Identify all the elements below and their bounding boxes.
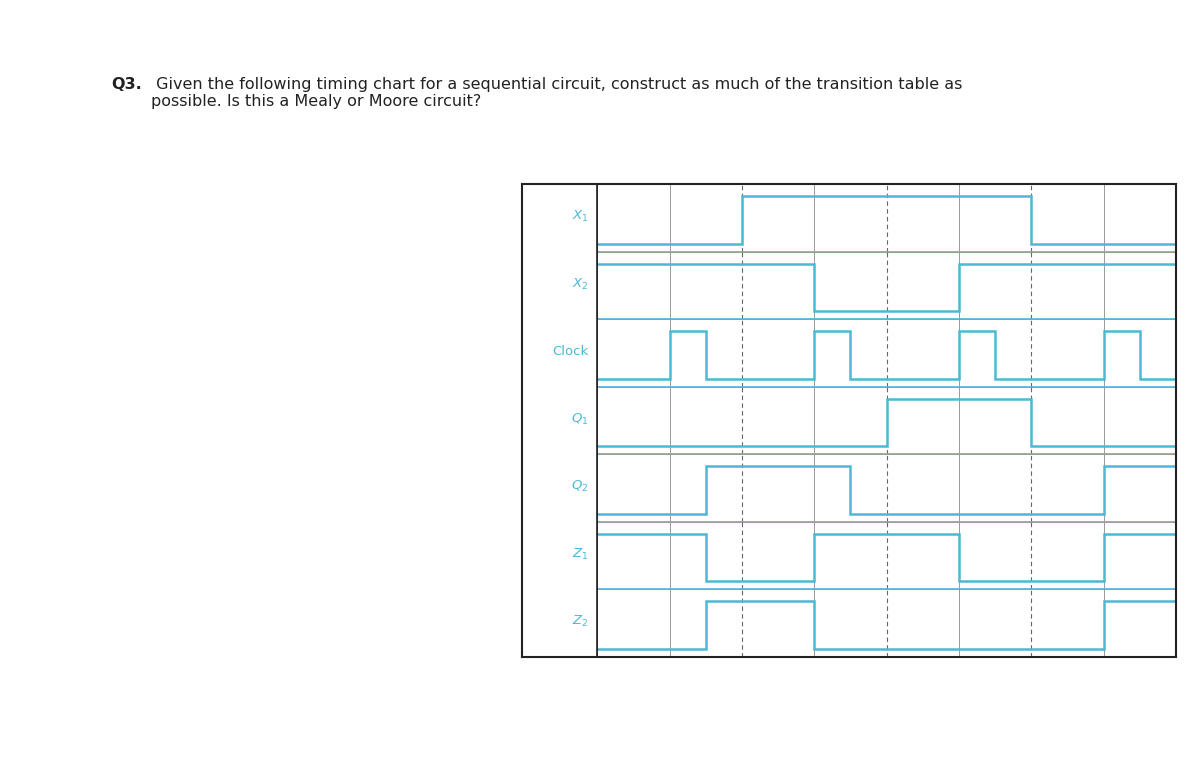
Text: $Q_2$: $Q_2$ (571, 479, 588, 494)
Text: $Z_1$: $Z_1$ (572, 547, 588, 561)
Text: $X_2$: $X_2$ (571, 276, 588, 292)
Text: Q3.: Q3. (112, 77, 143, 92)
Text: $X_1$: $X_1$ (571, 209, 588, 224)
Text: $Z_2$: $Z_2$ (572, 614, 588, 629)
Text: Clock: Clock (552, 345, 588, 358)
Text: $Q_1$: $Q_1$ (571, 412, 588, 427)
Text: Given the following timing chart for a sequential circuit, construct as much of : Given the following timing chart for a s… (151, 77, 962, 109)
